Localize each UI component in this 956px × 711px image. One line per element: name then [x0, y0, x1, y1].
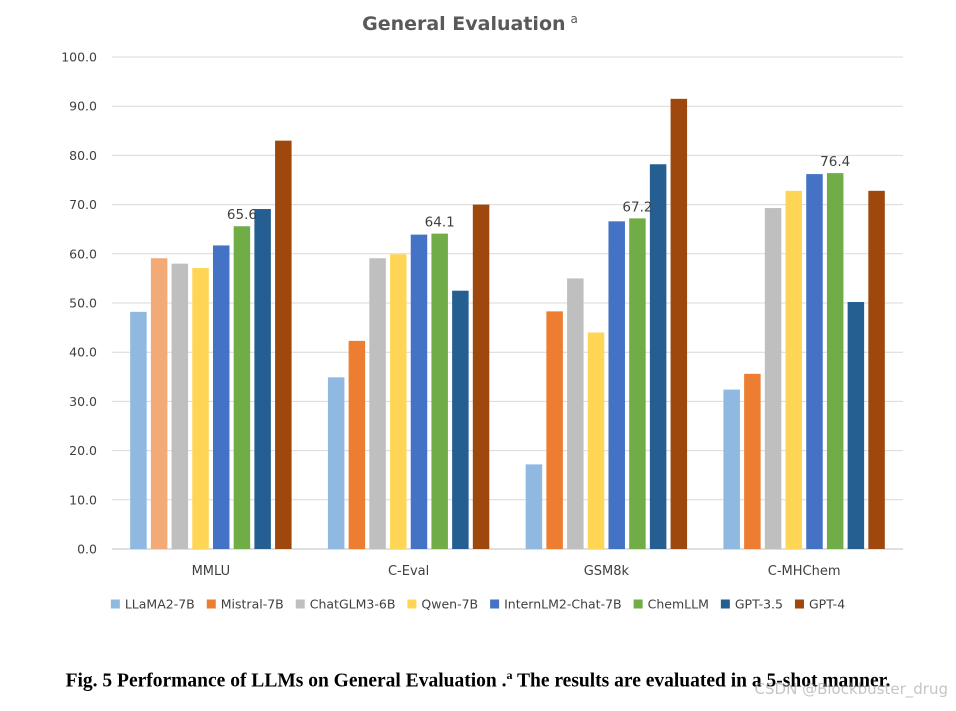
bar-chatglm3-6b-c-mhchem [764, 208, 782, 549]
bar-chatglm3-6b-gsm8k [567, 278, 584, 549]
bar-qwen-7b-gsm8k [587, 332, 605, 549]
x-category-label: GSM8k [584, 564, 630, 579]
chart-title: General Evaluation a [362, 12, 578, 35]
legend-item: InternLM2-Chat-7B [490, 597, 622, 612]
caption-text-after: The results are evaluated in a 5-shot ma… [512, 670, 891, 692]
legend-item: GPT-4 [794, 597, 845, 612]
y-tick-label: 60.0 [69, 246, 97, 261]
y-tick-label: 50.0 [69, 296, 97, 311]
bar-llama2-7b-c-mhchem [723, 389, 740, 549]
legend-label: GPT-3.5 [735, 597, 783, 612]
legend-label: GPT-4 [809, 597, 845, 612]
bar-mistral-7b-c-mhchem [744, 373, 761, 549]
bar-llama2-7b-mmlu [130, 311, 147, 549]
y-tick-label: 40.0 [69, 345, 97, 360]
y-tick-label: 90.0 [69, 99, 97, 114]
bar-chatglm3-6b-c-eval [369, 258, 386, 549]
figure-caption: Fig. 5 Performance of LLMs on General Ev… [0, 668, 956, 693]
data-label: 76.4 [820, 154, 850, 170]
y-tick-label: 30.0 [69, 394, 97, 409]
legend-item: LLaMA2-7B [110, 597, 195, 612]
legend-item: Mistral-7B [206, 597, 284, 612]
y-tick-label: 0.0 [77, 542, 97, 557]
legend-swatch [110, 599, 120, 609]
y-axis-ticks: 0.0 10.0 20.0 30.0 40.0 50.0 60.0 70.0 80.0 90.0 1… [61, 50, 97, 557]
watermark: CSDN @Blockbuster_drug [754, 680, 948, 698]
bar-qwen-7b-c-eval [390, 254, 407, 550]
legend-swatch [407, 599, 417, 609]
legend-item: Qwen-7B [407, 597, 478, 612]
legend: LLaMA2-7B Mistral-7B ChatGLM3-6B Qwen-7B Int… [110, 597, 845, 612]
bar-gpt-4-gsm8k [670, 98, 688, 549]
legend-swatch [633, 599, 643, 609]
chart-title-text: General Evaluation [362, 13, 565, 35]
data-label: 67.2 [622, 199, 652, 215]
bar-internlm2-chat-7b-mmlu [212, 245, 230, 549]
bar-chemllm-c-mhchem [826, 173, 844, 549]
bar-internlm2-chat-7b-gsm8k [608, 221, 625, 549]
y-tick-label: 70.0 [69, 197, 97, 212]
bar-chart: General Evaluation a 0.0 10.0 20.0 30.0 40.0 5… [61, 12, 903, 612]
x-category-label: C-MHChem [768, 564, 841, 579]
bar-mistral-7b-c-eval [348, 340, 366, 549]
legend-swatch [794, 599, 804, 609]
bar-gpt-4-c-eval [472, 204, 490, 549]
bar-qwen-7b-c-mhchem [785, 190, 803, 549]
x-axis-categories: MMLU C-Eval GSM8k C-MHChem [192, 564, 841, 579]
legend-label: Mistral-7B [221, 597, 284, 612]
legend-item: ChemLLM [633, 597, 709, 612]
bar-gpt-3-5-c-mhchem [847, 302, 865, 549]
legend-label: LLaMA2-7B [125, 597, 195, 612]
legend-label: InternLM2-Chat-7B [504, 597, 622, 612]
bar-gpt-3-5-c-eval [452, 290, 469, 549]
bar-chemllm-c-eval [431, 233, 448, 550]
legend-swatch [720, 599, 730, 609]
legend-swatch [490, 599, 500, 609]
caption-text: Fig. 5 Performance of LLMs on General Ev… [65, 670, 507, 692]
bar-gpt-4-mmlu [275, 140, 292, 549]
legend-label: ChatGLM3-6B [310, 597, 396, 612]
x-category-label: C-Eval [388, 564, 429, 579]
bar-mistral-7b-gsm8k [546, 311, 563, 549]
bars [130, 98, 885, 550]
x-category-label: MMLU [192, 564, 231, 579]
legend-label: Qwen-7B [421, 597, 478, 612]
legend-swatch [295, 599, 305, 609]
bar-gpt-3-5-mmlu [254, 209, 271, 549]
bar-chatglm3-6b-mmlu [171, 263, 189, 549]
legend-label: ChemLLM [648, 597, 709, 612]
bar-llama2-7b-gsm8k [525, 464, 543, 549]
bar-gpt-4-c-mhchem [868, 190, 885, 549]
chart-title-superscript: a [571, 12, 578, 26]
bar-qwen-7b-mmlu [192, 268, 209, 549]
data-label: 64.1 [425, 215, 455, 231]
data-label: 65.6 [227, 207, 257, 223]
legend-item: ChatGLM3-6B [295, 597, 396, 612]
y-tick-label: 10.0 [69, 492, 97, 507]
legend-item: GPT-3.5 [720, 597, 783, 612]
legend-swatch [206, 599, 216, 609]
y-tick-label: 20.0 [69, 443, 97, 458]
bar-internlm2-chat-7b-c-eval [410, 234, 428, 549]
gridlines [112, 56, 903, 550]
bar-mistral-7b-mmlu [150, 258, 168, 549]
bar-gpt-3-5-gsm8k [649, 164, 667, 550]
data-labels: 65.6 64.1 67.2 76.4 [227, 154, 850, 231]
bar-internlm2-chat-7b-c-mhchem [806, 174, 823, 549]
y-tick-label: 80.0 [69, 148, 97, 163]
bar-chemllm-mmlu [233, 226, 251, 550]
y-tick-label: 100.0 [61, 50, 97, 65]
bar-chemllm-gsm8k [629, 218, 646, 549]
bar-llama2-7b-c-eval [327, 377, 345, 549]
caption-superscript: a [506, 668, 513, 682]
